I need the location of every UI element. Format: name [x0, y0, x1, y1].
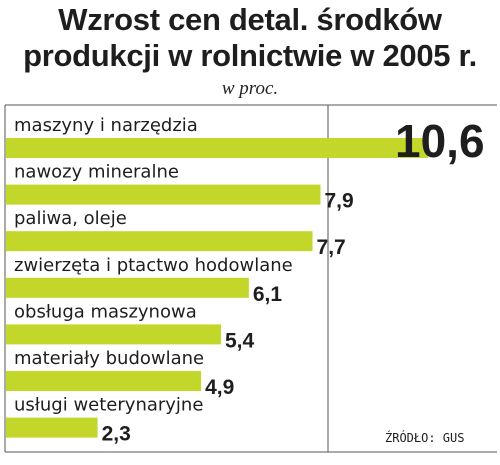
- value-label-5: 4,9: [205, 376, 234, 399]
- bar-6: [6, 417, 98, 438]
- value-label-4: 5,4: [225, 329, 255, 352]
- chart-title-line2: produkcji w rolnictwie w 2005 r.: [23, 38, 477, 73]
- bar-2: [6, 231, 313, 252]
- chart-title-line1: Wzrost cen detal. środków: [58, 2, 442, 37]
- category-label-2: paliwa, oleje: [14, 208, 127, 229]
- value-label-3: 6,1: [253, 283, 283, 306]
- category-label-3: zwierzęta i ptactwo hodowlane: [14, 255, 293, 276]
- category-label-0: maszyny i narzędzia: [14, 115, 198, 136]
- bar-0: [6, 138, 428, 158]
- value-label-0: 10,6: [395, 115, 485, 167]
- category-label-5: materiały budowlane: [14, 348, 204, 369]
- bar-3: [6, 277, 249, 298]
- value-label-6: 2,3: [102, 423, 131, 446]
- source-note: ŹRÓDŁO: GUS: [385, 430, 464, 445]
- value-label-1: 7,9: [325, 190, 354, 213]
- chart-frame: [4, 104, 497, 453]
- bars: [6, 138, 428, 438]
- chart-title: Wzrost cen detal. środków produkcji w ro…: [0, 2, 500, 74]
- category-label-1: nawozy mineralne: [14, 162, 179, 183]
- bar-5: [6, 371, 202, 391]
- category-label-6: usługi weterynaryjne: [14, 395, 203, 416]
- category-label-4: obsługa maszynowa: [14, 301, 197, 322]
- bar-1: [6, 184, 321, 205]
- value-label-2: 7,7: [317, 236, 346, 259]
- chart-subtitle: w proc.: [221, 78, 279, 99]
- bar-4: [6, 324, 221, 345]
- labels: maszyny i narzędzia 10,6 nawozy mineralne 7…: [14, 115, 485, 446]
